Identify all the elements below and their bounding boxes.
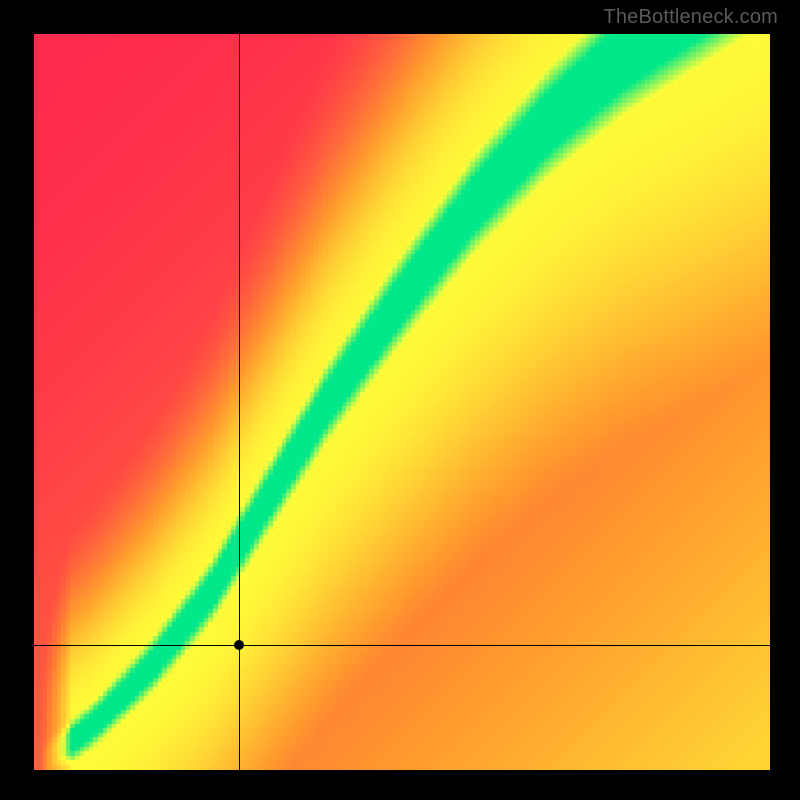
crosshair-marker bbox=[234, 640, 244, 650]
watermark-text: TheBottleneck.com bbox=[603, 6, 778, 29]
heatmap-canvas bbox=[34, 34, 770, 770]
crosshair-horizontal bbox=[34, 645, 770, 646]
figure-container: TheBottleneck.com bbox=[0, 0, 800, 800]
crosshair-vertical bbox=[239, 34, 240, 770]
plot-frame bbox=[34, 34, 770, 770]
